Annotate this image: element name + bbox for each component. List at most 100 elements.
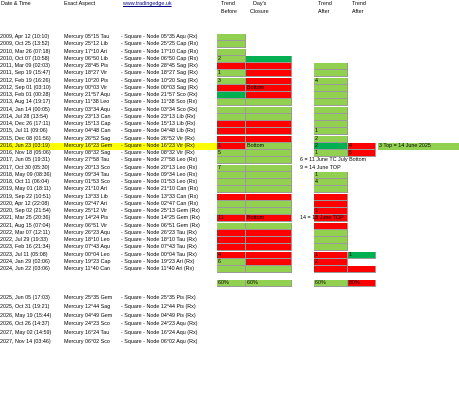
row-date: 2020, Sep 02 (21:54) (0, 208, 51, 214)
future-row: 2027, May 02 (14:59) Mercury 16°24 Tau - S… (0, 330, 459, 337)
trend-after-cell: 1 (314, 208, 348, 215)
row-date: 2024, Jun 22 (03:06) (0, 266, 50, 272)
days-closure-cell (246, 92, 292, 99)
row-date: 2014, Jan 14 (00:05) (0, 106, 50, 113)
row-date: 2015, Jul 11 (09:06) (0, 128, 48, 135)
trend-after-cell (314, 106, 348, 114)
trend-after-cell (314, 237, 348, 244)
trend-after-cell: 1 (314, 128, 348, 136)
days-closure-cell (246, 179, 292, 186)
row-node: - Square - Node 09°34 Leo (Rx) (121, 171, 198, 178)
row-node: - Square - Node 18°27 Sag (Rx) (121, 70, 198, 77)
row-node: - Square - Node 19°23 Ari (Rx) (121, 258, 195, 265)
days-closure-cell: Bottom (246, 84, 292, 92)
trend-after-cell (314, 99, 348, 107)
row-node: - Square - Node 00°04 Tau (Rx) (121, 251, 197, 258)
row-node: - Square - Node 15°13 Lib (Rx) (121, 121, 196, 127)
table-row: 2013, Feb 01 (00:28) Mercury 21°57 Aqu - S… (0, 92, 459, 99)
table-row: 2010, Oct 07 (10:58) Mercury 06°50 Lib - S… (0, 55, 459, 63)
site-link[interactable]: www.tradingedge.uk (123, 1, 172, 7)
trend-after-cell (314, 229, 348, 237)
row-date: 2023, Jul 11 (05:08) (0, 251, 48, 258)
table-row: 2015, Dec 08 (01:56) Mercury 26°52 Sag - S… (0, 135, 459, 143)
row-node: - Square - Node 20°13 Leo (Rx) (121, 164, 198, 171)
table-row: 2014, Dec 26 (17:11) Mercury 15°13 Cap - S… (0, 121, 459, 128)
header-days-closure-2: Closure (250, 9, 269, 15)
row-aspect: Mercury 06°50 Lib (64, 55, 108, 62)
row-date: 2012, Feb 19 (16:26) (0, 77, 51, 84)
header-trend-before-2: Before (221, 9, 237, 15)
days-closure-cell (246, 164, 292, 172)
trend-after-cell: 2 (314, 258, 348, 266)
row-node: - Square - Node 02°47 Can (Rx) (121, 200, 199, 207)
table-row: 2024, Jan 29 (02:06) Mercury 19°23 Cap - S… (0, 258, 459, 266)
trend-after-cell (314, 222, 348, 230)
row-aspect: Mercury 23°13 Can (64, 113, 111, 120)
days-closure-cell (246, 121, 292, 128)
table-row: 2023, Feb 16 (21:34) Mercury 07°43 Aqu - S… (0, 244, 459, 252)
row-node: - Square - Node 25°35 Pis (Rx) (121, 295, 196, 302)
row-date: 2014, Jul 28 (13:54) (0, 113, 48, 120)
row-date: 2027, Nov 14 (03:46) (0, 338, 51, 345)
header-trend-after-2: After (318, 9, 330, 15)
row-aspect: Mercury 18°27 Vir (64, 70, 108, 77)
row-date: 2016, Jun 23 (03:19) (0, 142, 50, 149)
header-days-closure-1: Day's (253, 1, 267, 7)
days-closure-cell (246, 237, 292, 244)
row-node: - Square - Node 06°51 Gem (Rx) (121, 222, 200, 229)
future-row: 2025, Jun 05 (17:03) Mercury 25°35 Gem - S… (0, 295, 459, 302)
trend-before-cell: 2 (217, 55, 246, 63)
trend-before-cell: 7 (217, 164, 246, 172)
trend-before-cell: 1 (217, 142, 246, 150)
table-row: 2019, May 01 (18:11) Mercury 21°10 Ari - S… (0, 186, 459, 194)
row-aspect: Mercury 06°02 Sco (64, 338, 110, 345)
row-date: 2017, Jun 05 (19:31) (0, 157, 50, 164)
row-date: 2022, Jul 29 (19:33) (0, 237, 48, 243)
summary-trend-after2: 80% (348, 280, 376, 288)
row-aspect: Mercury 06°51 Vir (64, 222, 108, 229)
header-date-time: Date & Time (1, 1, 31, 7)
row-aspect: Mercury 16°23 Gem (64, 142, 113, 149)
row-aspect: Mercury 15°13 Cap (64, 121, 111, 127)
table-row: 2017, Jun 05 (19:31) Mercury 27°58 Tau - S… (0, 157, 459, 165)
row-aspect: Mercury 16°24 Tau (64, 330, 110, 337)
row-aspect: Mercury 03°34 Aqu (64, 106, 110, 113)
row-node: - Square - Node 26°52 Vir (Rx) (121, 135, 195, 142)
table-row: 2014, Jan 14 (00:05) Mercury 03°34 Aqu - S… (0, 106, 459, 114)
future-row: 2026, May 19 (15:44) Mercury 04°49 Gem - S… (0, 313, 459, 320)
trend-after-cell: 2 (314, 142, 348, 150)
row-aspect: Mercury 10°20 Pis (64, 77, 109, 84)
row-aspect: Mercury 17°10 Ari (64, 48, 107, 55)
days-closure-cell (246, 70, 292, 78)
trend-after2-cell (348, 266, 376, 273)
row-node: - Square - Node 14°25 Gem (Rx) (121, 215, 200, 222)
trend-before-cell: 5 (217, 150, 246, 157)
row-node: - Square - Node 23°13 Lib (Rx) (121, 113, 196, 120)
row-aspect: Mercury 20°13 Sco (64, 164, 110, 171)
trend-before-cell (217, 113, 246, 121)
row-node: - Square - Node 24°23 Aqu (Rx) (121, 321, 198, 328)
table-row: 2021, Mar 25 (20:36) Mercury 14°24 Pis - S… (0, 215, 459, 223)
row-aspect: Mercury 11°38 Leo (64, 99, 110, 106)
row-node: - Square - Node 00°03 Sag (Rx) (121, 84, 198, 91)
table-row: 2020, Sep 02 (21:54) Mercury 25°12 Vir - S… (0, 208, 459, 215)
trend-before-cell (217, 193, 246, 201)
table-row: 2020, Apr 12 (22:08) Mercury 02°47 Ari - S… (0, 200, 459, 208)
row-highlight (0, 142, 217, 150)
table-row: 2022, Mar 07 (12:11) Mercury 26°23 Aqu - S… (0, 229, 459, 237)
row-date: 2010, Mar 26 (07:18) (0, 48, 51, 55)
row-date: 2011, Sep 19 (15:47) (0, 70, 51, 77)
trend-after-cell: 1 (314, 251, 348, 259)
row-note: 9 = 14 June TOP (300, 164, 341, 171)
row-date: 2025, Jun 05 (17:03) (0, 295, 50, 302)
summary-days-closure: 60% (246, 280, 292, 288)
row-aspect: Mercury 11°40 Can (64, 266, 111, 272)
table-row: 2009, Oct 25 (13:52) Mercury 25°12 Lib - S… (0, 41, 459, 49)
row-date: 2011, Mar 09 (02:03) (0, 63, 50, 69)
trend-before-cell (217, 237, 246, 244)
row-aspect: Mercury 12°44 Sag (64, 303, 111, 310)
row-note: 6 = 11 June TC July Bottom (300, 157, 367, 164)
days-closure-cell (246, 63, 292, 70)
table-row: 2018, Oct 11 (06:04) Mercury 01°53 Sco - S… (0, 179, 459, 186)
table-row: 2022, Jul 29 (19:33) Mercury 18°10 Leo - S… (0, 237, 459, 244)
